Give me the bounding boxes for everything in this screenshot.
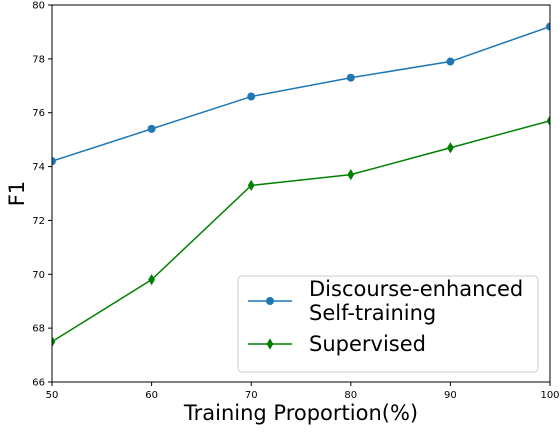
legend-label: Self-training: [309, 301, 436, 325]
series-1: [52, 22, 550, 166]
x-tick-label: 50: [46, 390, 59, 401]
data-point: [247, 92, 256, 101]
legend-entry-2: Supervised: [248, 332, 426, 356]
y-tick-label: 72: [32, 216, 45, 227]
data-point: [446, 57, 455, 66]
data-point: [147, 124, 156, 133]
data-point: [546, 115, 550, 127]
y-tick-label: 80: [32, 1, 45, 12]
y-tick-label: 78: [32, 54, 45, 65]
x-axis-label: Training Proportion(%): [183, 401, 418, 425]
y-axis-label: F1: [5, 181, 29, 206]
data-point: [347, 169, 355, 181]
legend-marker: [266, 297, 274, 305]
x-tick-label: 80: [344, 390, 357, 401]
data-point: [52, 157, 56, 166]
y-tick-label: 68: [32, 324, 45, 335]
x-tick-label: 60: [145, 390, 158, 401]
y-tick-label: 76: [32, 108, 45, 119]
plot-frame: [51, 4, 551, 383]
legend-box: [237, 275, 539, 373]
x-tick-label: 70: [245, 390, 258, 401]
legend-label: Supervised: [309, 332, 426, 356]
legend-marker: [266, 338, 274, 350]
data-point: [148, 274, 155, 286]
data-point: [346, 73, 355, 82]
series-2: [52, 115, 550, 348]
y-tick-label: 70: [32, 270, 45, 281]
series-line: [52, 120, 550, 343]
data-point: [247, 179, 255, 192]
y-tick-label: 74: [32, 162, 45, 173]
axis-ticks: 50 60 70 80 90 100 66 68 70 72 74 76 78 80: [32, 1, 559, 402]
series-line: [52, 25, 550, 162]
data-point: [52, 336, 56, 348]
plot-marks: [52, 22, 550, 348]
data-point: [447, 142, 454, 154]
data-point: [546, 22, 550, 31]
x-tick-label: 100: [540, 390, 559, 401]
legend-label: Discourse-enhanced: [309, 277, 523, 301]
x-tick-label: 90: [444, 390, 457, 401]
y-tick-label: 66: [32, 378, 45, 389]
